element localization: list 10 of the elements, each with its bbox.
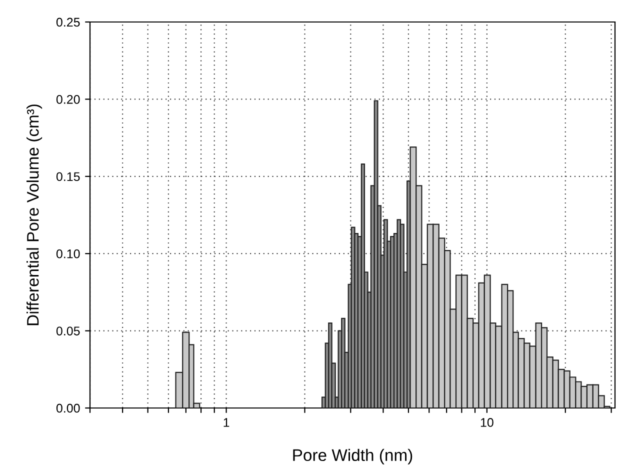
x-tick-label: 1 — [224, 418, 230, 427]
x-axis-title: Pore Width (nm) — [293, 448, 412, 464]
y-tick-label: 0.05 — [56, 326, 80, 336]
y-tick-label: 0.25 — [56, 18, 80, 27]
y-axis-title: Differential Pore Volume (cm³) — [26, 104, 42, 326]
y-tick-label: 0.20 — [56, 95, 80, 104]
y-tick-label: 0.10 — [56, 249, 80, 258]
x-tick-label: 10 — [480, 418, 494, 427]
y-tick-label: 0.00 — [56, 404, 80, 413]
y-tick-label: 0.15 — [56, 172, 80, 182]
